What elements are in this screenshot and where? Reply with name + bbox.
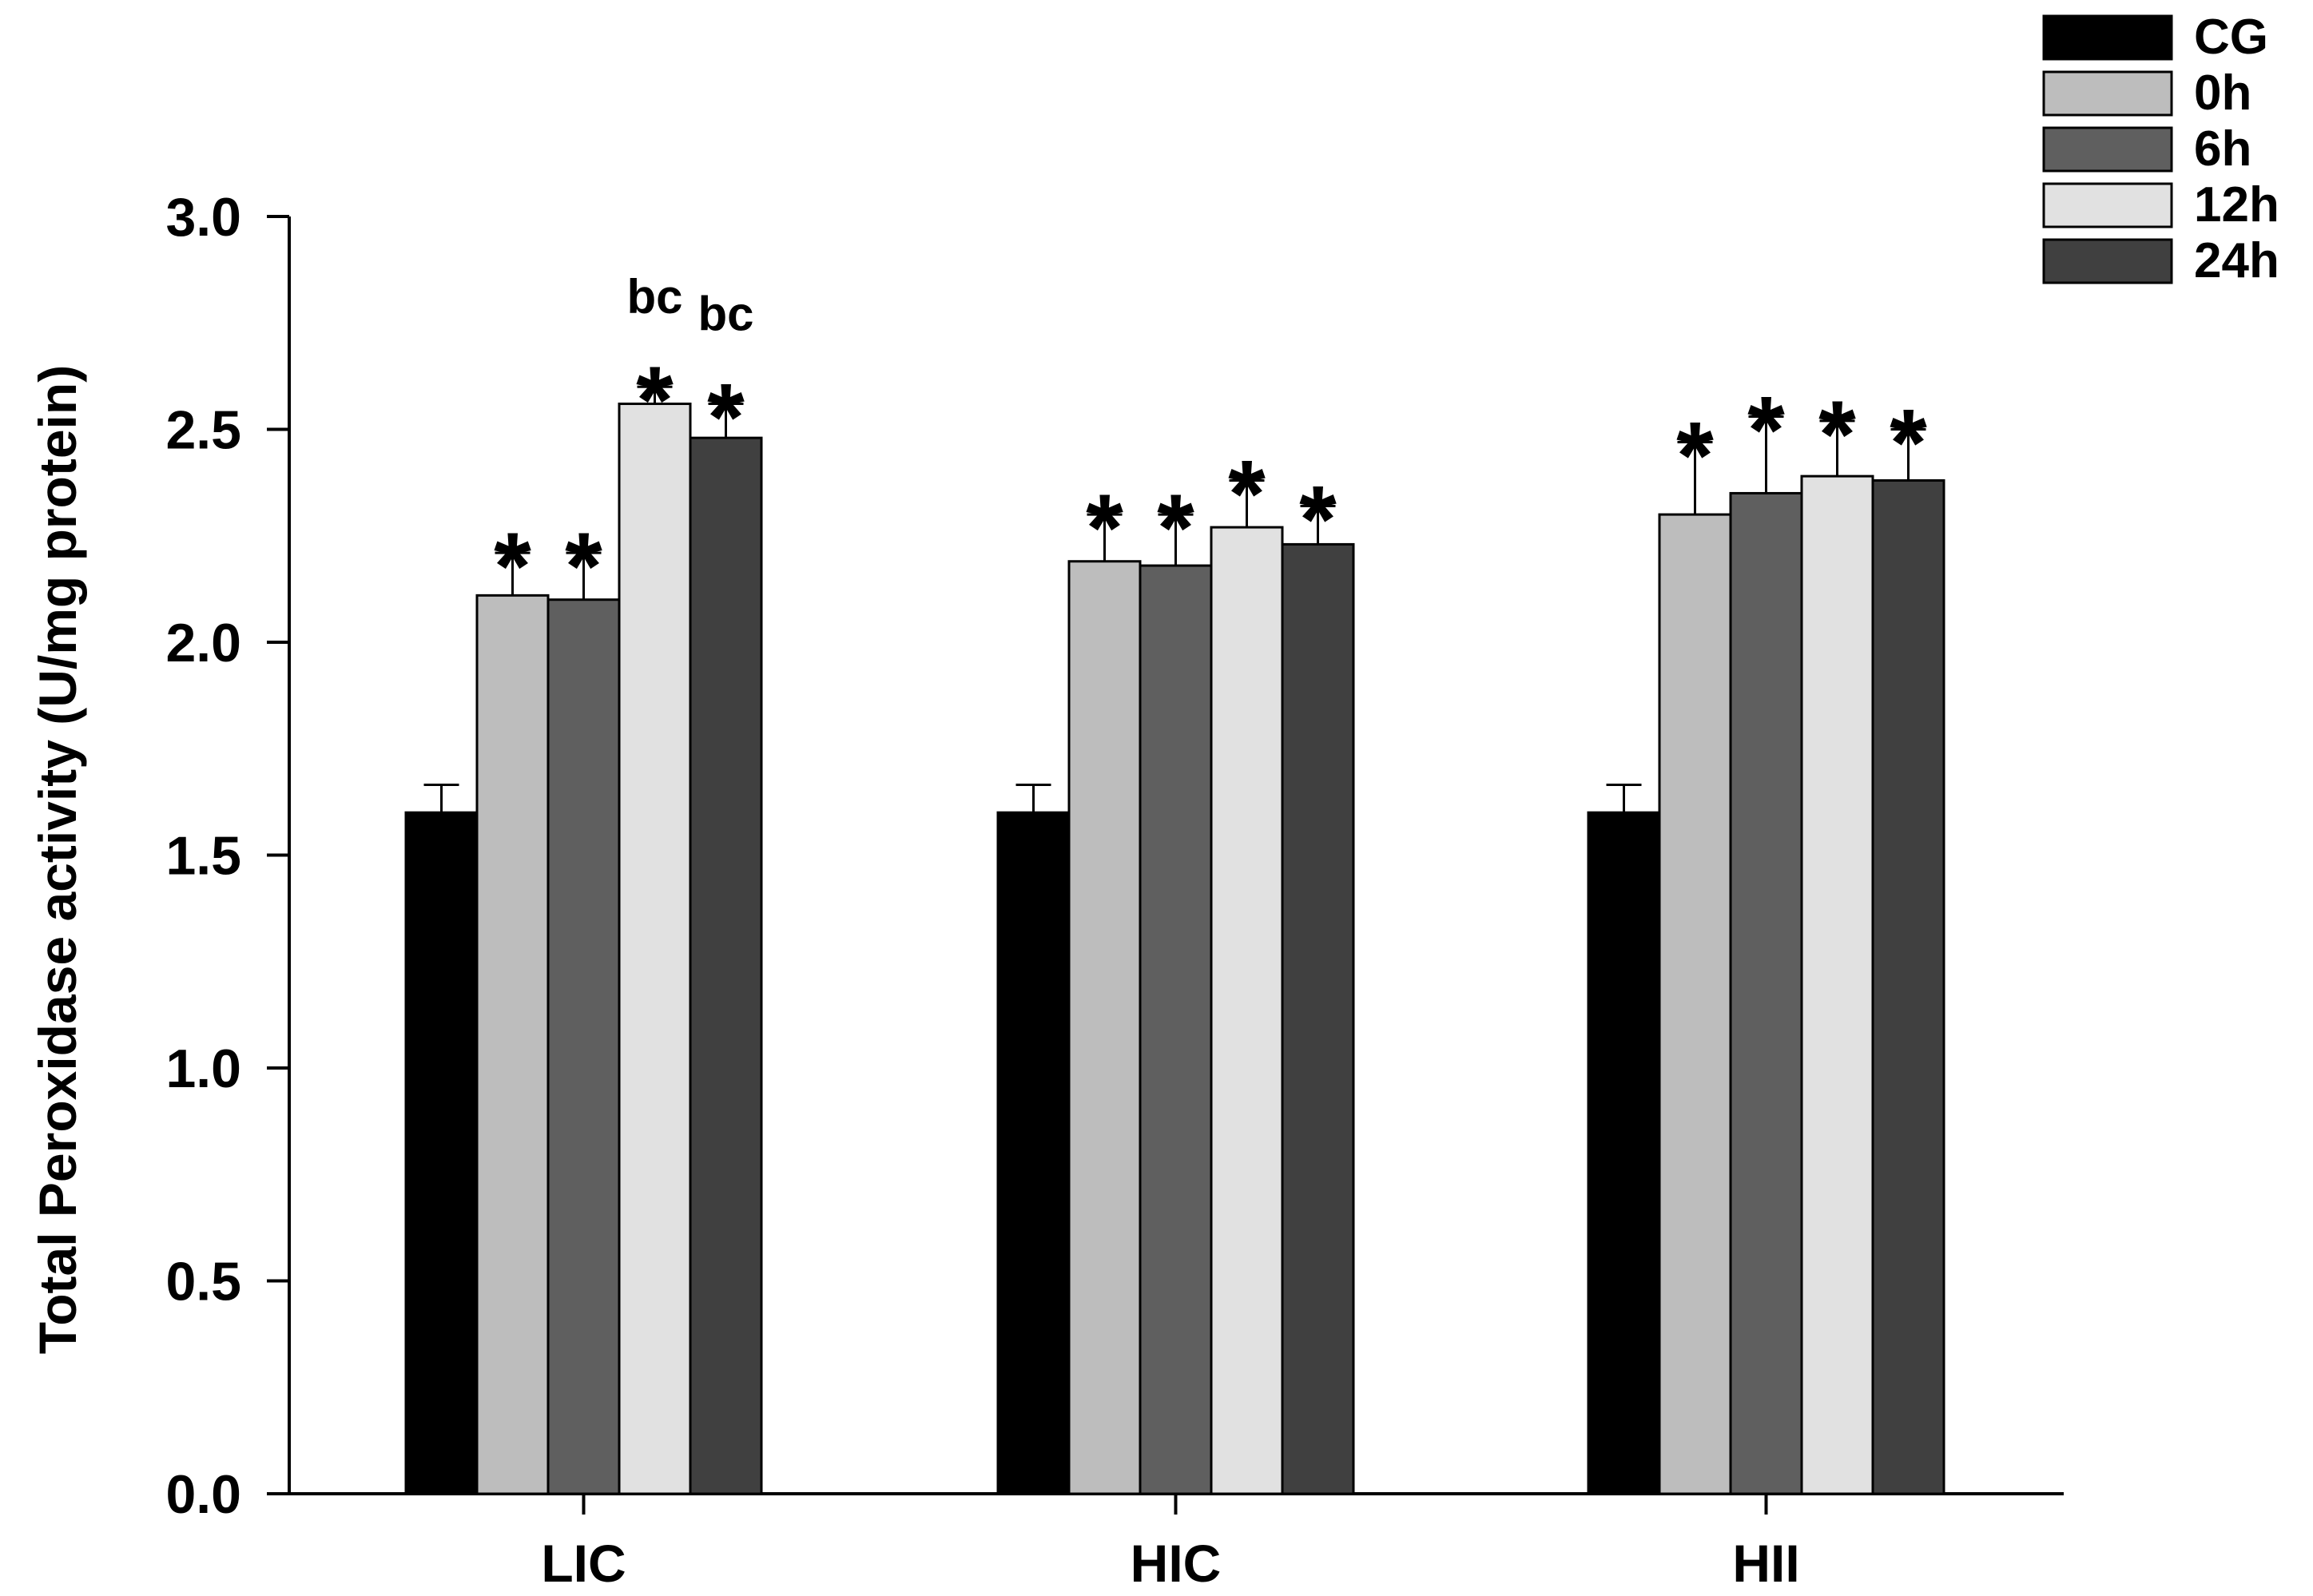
bar-6h-HII	[1729, 491, 1803, 1495]
significance-star: *	[1676, 402, 1714, 509]
bar-6h-LIC	[546, 598, 621, 1495]
legend-swatch-0h	[2042, 70, 2173, 117]
bar-CG-HII	[1587, 811, 1661, 1495]
x-category-label: HII	[1732, 1534, 1799, 1593]
legend-swatch-CG	[2042, 14, 2173, 61]
legend-swatch-6h	[2042, 126, 2173, 173]
legend-swatch-12h	[2042, 182, 2173, 228]
bar-0h-LIC	[475, 594, 550, 1495]
bar-24h-HII	[1871, 478, 1945, 1495]
y-tick-label: 0.5	[165, 1252, 241, 1312]
legend-label: 0h	[2194, 66, 2251, 121]
bar-12h-HII	[1800, 474, 1874, 1495]
bar-6h-HIC	[1139, 564, 1213, 1495]
bar-24h-LIC	[689, 436, 763, 1495]
bar-CG-HIC	[996, 811, 1071, 1495]
significance-star: *	[1299, 466, 1337, 573]
significance-star: *	[1086, 474, 1123, 582]
bar-CG-LIC	[404, 811, 479, 1495]
significance-star: *	[1890, 390, 1927, 497]
significance-letters: bc	[697, 288, 753, 341]
legend-label: CG	[2194, 10, 2268, 65]
legend-label: 6h	[2194, 121, 2251, 177]
bars-group: * * * bc * bc * * * * * * * *	[404, 270, 1945, 1495]
y-tick-label: 0.0	[165, 1464, 241, 1525]
significance-star: *	[1157, 474, 1194, 582]
legend-swatch-24h	[2042, 238, 2173, 284]
bar-24h-HIC	[1281, 542, 1355, 1495]
y-tick-label: 1.0	[165, 1038, 241, 1099]
significance-letters: bc	[626, 270, 682, 324]
significance-star: *	[494, 513, 531, 620]
y-tick-label: 3.0	[165, 187, 241, 248]
legend-label: 24h	[2194, 233, 2279, 288]
y-axis-label: Total Peroxidase activity (U/mg protein)	[28, 365, 87, 1354]
legend-label: 12h	[2194, 177, 2279, 232]
bar-0h-HIC	[1067, 560, 1142, 1495]
bar-12h-LIC	[618, 403, 692, 1495]
significance-star: *	[636, 347, 674, 454]
significance-star: *	[707, 364, 745, 471]
x-category-label: LIC	[541, 1534, 626, 1593]
significance-star: *	[1818, 381, 1856, 488]
axes: 0.0 0.5 1.0 1.5 2.0 2.5 3.0 LIC HIC HII	[165, 187, 2064, 1593]
significance-star: *	[565, 513, 602, 620]
bar-12h-HIC	[1210, 526, 1284, 1495]
y-tick-label: 2.0	[165, 613, 241, 673]
significance-star: *	[1747, 377, 1785, 484]
bar-0h-HII	[1658, 513, 1732, 1495]
significance-star: *	[1228, 440, 1266, 547]
y-tick-label: 1.5	[165, 826, 241, 887]
y-tick-label: 2.5	[165, 400, 241, 461]
x-category-label: HIC	[1131, 1534, 1222, 1593]
